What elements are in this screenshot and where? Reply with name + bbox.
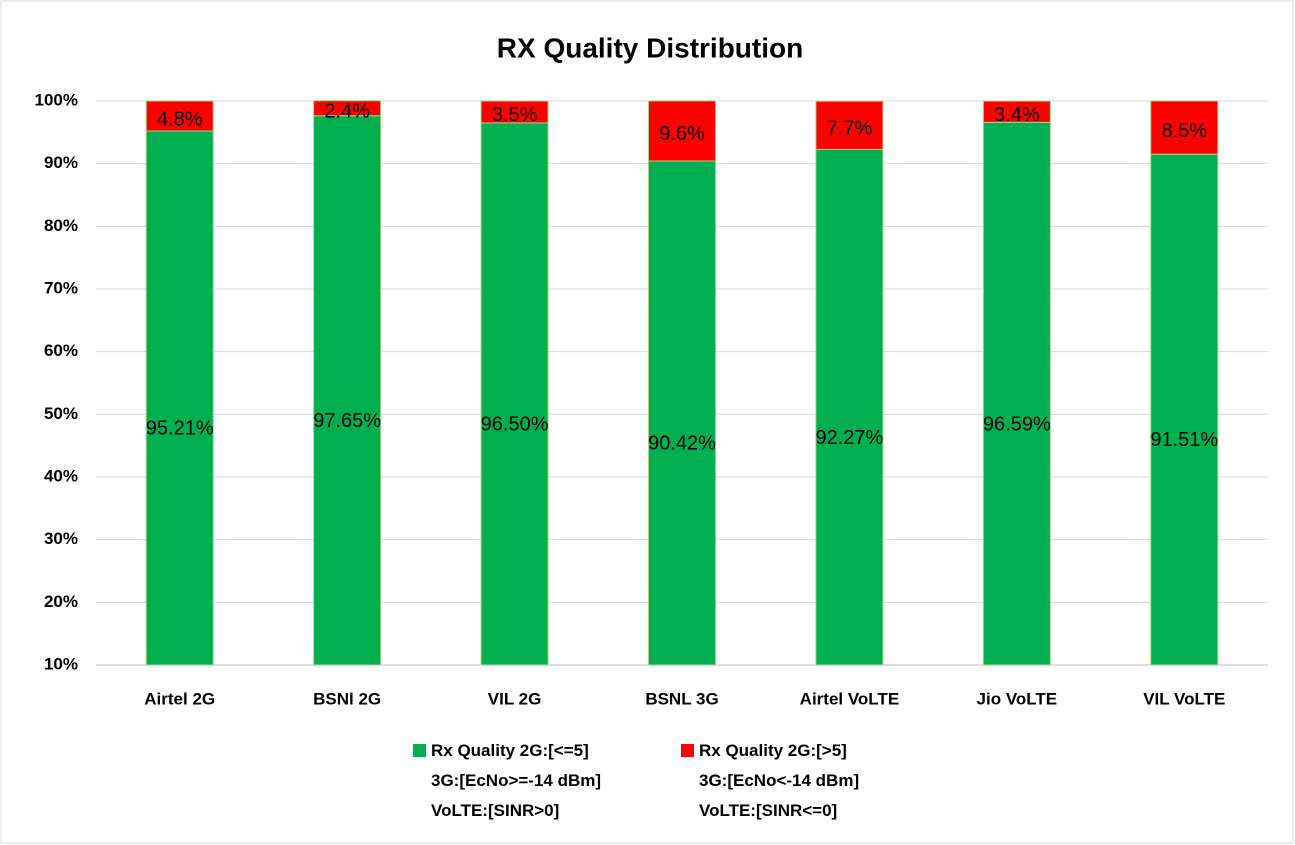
data-label: 91.51% (1150, 429, 1218, 451)
legend-label: Rx Quality 2G:[<=5] 3G:[EcNo>=-14 dBm] V… (431, 741, 602, 820)
data-label: 95.21% (146, 418, 214, 440)
y-tick-label: 100% (35, 90, 78, 109)
y-tick-label: 60% (44, 341, 78, 360)
x-tick-label: VIL 2G (488, 689, 542, 708)
bar-segment (982, 121, 1051, 666)
data-label: 8.5% (1161, 120, 1207, 142)
data-label: 96.59% (983, 413, 1051, 435)
data-label: 2.4% (324, 100, 370, 122)
chart-title: RX Quality Distribution (497, 32, 803, 63)
bar-segment (648, 100, 716, 162)
x-tick-label: BSNl 2G (313, 689, 381, 708)
y-tick-label: 40% (44, 466, 78, 485)
bar-segment (1150, 100, 1219, 155)
bar-segment (480, 122, 549, 666)
data-label: 7.7% (827, 118, 873, 140)
y-tick-label: 30% (44, 529, 78, 548)
bar-segment (982, 100, 1051, 123)
y-tick-label: 20% (44, 592, 78, 611)
data-label: 90.42% (648, 433, 716, 455)
bar-segment (313, 115, 382, 666)
legend-swatch (681, 744, 694, 757)
bar-segment (313, 100, 382, 117)
bar-segment (815, 148, 884, 666)
x-tick-label: Airtel VoLTE (800, 689, 900, 708)
bar-segment (145, 100, 214, 132)
y-tick-label: 50% (44, 404, 78, 423)
x-tick-label: BSNL 3G (645, 689, 718, 708)
bar-segment (1150, 153, 1219, 666)
data-label: 92.27% (816, 427, 884, 449)
data-label: 3.4% (994, 104, 1040, 126)
legend-label: Rx Quality 2G:[>5] 3G:[EcNo<-14 dBm] VoL… (699, 741, 860, 820)
x-tick-label: Airtel 2G (144, 689, 215, 708)
data-label: 4.8% (157, 108, 203, 130)
x-tick-label: VIL VoLTE (1143, 689, 1225, 708)
data-label: 3.5% (492, 104, 538, 126)
data-label: 96.50% (481, 414, 549, 436)
x-tick-label: Jio VoLTE (977, 689, 1058, 708)
y-tick-label: 90% (44, 153, 78, 172)
bar-segment (145, 130, 214, 666)
bar-segment (480, 100, 549, 124)
y-tick-label: 80% (44, 216, 78, 235)
bar-segment (815, 100, 884, 150)
data-label: 97.65% (313, 410, 381, 432)
y-tick-label: 10% (44, 654, 78, 673)
data-label: 9.6% (659, 123, 705, 145)
bar-segment (648, 160, 716, 666)
legend-swatch (413, 744, 426, 757)
y-tick-label: 70% (44, 278, 78, 297)
